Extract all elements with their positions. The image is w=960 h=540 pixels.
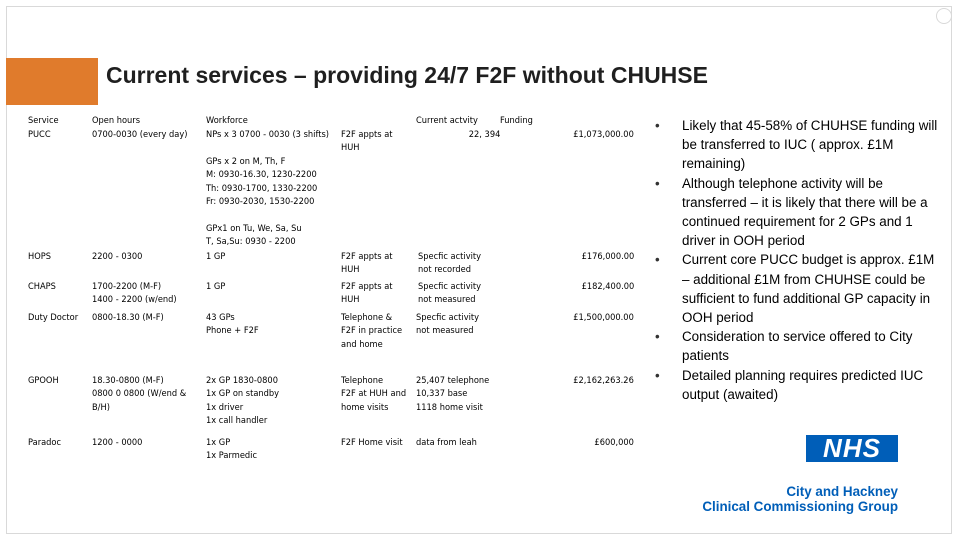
row-hops-funding: £176,000.00	[581, 252, 634, 262]
row-paradoc-funding: £600,000	[594, 438, 634, 448]
row-chaps-open-hours: 1700-2200 (M-F) 1400 - 2200 (w/end)	[92, 282, 177, 306]
row-chaps-workforce: 1 GP	[206, 282, 226, 292]
row-pucc-funding: £1,073,000.00	[573, 130, 634, 140]
row-paradoc-open-hours: 1200 - 0000	[92, 438, 143, 448]
row-hops-workforce: 1 GP	[206, 252, 226, 262]
bullet-item: Detailed planning requires predicted IUC…	[655, 366, 945, 404]
bullet-item: Although telephone activity will be tran…	[655, 174, 945, 251]
row-duty-doctor-workforce: 43 GPs Phone + F2F	[206, 313, 259, 337]
header-service: Service	[28, 116, 59, 126]
bullet-item: Current core PUCC budget is approx. £1M …	[655, 250, 945, 327]
row-gpooh-type: Telephone F2F at HUH and home visits	[341, 376, 407, 413]
row-paradoc-activity: data from leah	[416, 438, 477, 448]
row-paradoc-type: F2F Home visit	[341, 438, 403, 448]
row-hops-service: HOPS	[28, 252, 51, 262]
row-gpooh-open-hours: 18.30-0800 (M-F) 0800 0 0800 (W/end & B/…	[92, 376, 187, 413]
org-name-line2: Clinical Commissioning Group	[702, 499, 898, 514]
row-chaps-funding: £182,400.00	[581, 282, 634, 292]
row-pucc-type: F2F appts at HUH	[341, 130, 393, 154]
row-pucc-activity: 22, 394	[468, 130, 500, 140]
bullet-item: Likely that 45-58% of CHUHSE funding wil…	[655, 116, 945, 174]
bullet-item: Consideration to service offered to City…	[655, 327, 945, 365]
row-hops-activity: Specfic activity not recorded	[418, 252, 482, 276]
row-pucc-open-hours: 0700-0030 (every day)	[92, 130, 188, 140]
row-paradoc-workforce: 1x GP 1x Parmedic	[206, 438, 258, 462]
header-funding: Funding	[500, 116, 533, 126]
row-pucc-workforce: NPs x 3 0700 - 0030 (3 shifts) GPs x 2 o…	[206, 130, 330, 248]
corner-circle-decoration	[936, 8, 952, 24]
nhs-logo: NHS	[806, 435, 898, 462]
row-gpooh-funding: £2,162,263.26	[573, 376, 634, 386]
row-duty-doctor-funding: £1,500,000.00	[573, 313, 634, 323]
row-duty-doctor-type: Telephone & F2F in practice and home	[341, 313, 403, 350]
org-name-line1: City and Hackney	[786, 484, 898, 499]
row-paradoc-service: Paradoc	[28, 438, 62, 448]
row-gpooh-service: GPOOH	[28, 376, 59, 386]
row-pucc-service: PUCC	[28, 130, 51, 140]
row-hops-open-hours: 2200 - 0300	[92, 252, 143, 262]
header-open-hours: Open hours	[92, 116, 141, 126]
slide-frame	[6, 6, 952, 534]
row-duty-doctor-open-hours: 0800-18.30 (M-F)	[92, 313, 164, 323]
slide-title: Current services – providing 24/7 F2F wi…	[106, 62, 708, 88]
row-gpooh-activity: 25,407 telephone 10,337 base 1118 home v…	[416, 376, 490, 413]
header-workforce: Workforce	[206, 116, 248, 126]
row-chaps-activity: Specfic activity not measured	[418, 282, 482, 306]
row-duty-doctor-service: Duty Doctor	[28, 313, 79, 323]
header-current-activity: Current actvity	[416, 116, 478, 126]
row-chaps-type: F2F appts at HUH	[341, 282, 393, 306]
row-hops-type: F2F appts at HUH	[341, 252, 393, 276]
notes-bullet-list: Likely that 45-58% of CHUHSE funding wil…	[655, 116, 945, 404]
row-chaps-service: CHAPS	[28, 282, 56, 292]
row-duty-doctor-activity: Specfic activity not measured	[416, 313, 480, 337]
services-table: Service Open hours Workforce Current act…	[28, 113, 640, 473]
title-box	[96, 58, 947, 105]
row-gpooh-workforce: 2x GP 1830-0800 1x GP on standby 1x driv…	[206, 376, 280, 427]
